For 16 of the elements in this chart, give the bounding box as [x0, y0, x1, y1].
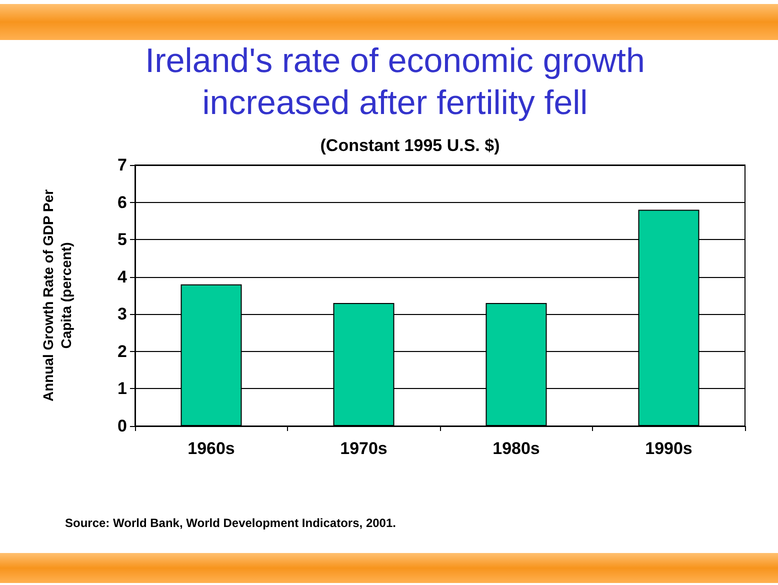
x-tick-label: 1990s [645, 439, 692, 458]
x-tick-label: 1980s [492, 439, 540, 458]
y-tick-label: 7 [118, 156, 127, 174]
y-axis-title: Annual Growth Rate of GDP Per Capita (percent) [40, 188, 74, 402]
chart-subtitle: (Constant 1995 U.S. $) [319, 136, 501, 156]
y-tick-label: 0 [118, 416, 127, 436]
y-tick-label: 1 [118, 379, 127, 398]
y-tick-label: 3 [118, 304, 127, 324]
chart-title: Ireland's rate of economic growth increased after fertility fell [144, 41, 646, 124]
y-tick-label: 2 [118, 342, 127, 361]
x-tick-label: 1960s [188, 439, 235, 458]
y-tick-label: 6 [118, 192, 127, 212]
y-tick-label: 4 [118, 267, 128, 286]
x-tick-label: 1970s [340, 439, 388, 458]
y-tick-label: 5 [118, 230, 127, 250]
source-note: Source: World Bank, World Development Indicators, 2001. [65, 516, 396, 530]
